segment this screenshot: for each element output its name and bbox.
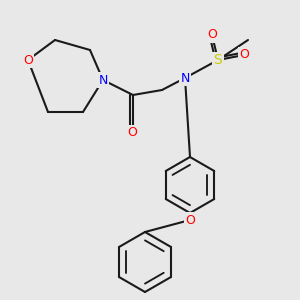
Text: N: N [180, 71, 190, 85]
Text: O: O [239, 49, 249, 62]
Text: O: O [23, 53, 33, 67]
Text: N: N [98, 74, 108, 86]
Text: O: O [207, 28, 217, 41]
Text: O: O [185, 214, 195, 226]
Text: S: S [214, 53, 222, 67]
Text: O: O [127, 127, 137, 140]
